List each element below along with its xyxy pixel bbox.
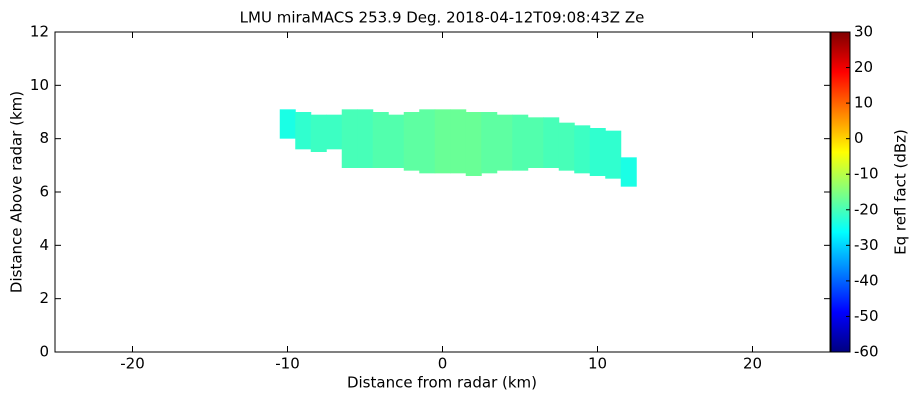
colorbar-tick-label: 10: [854, 94, 873, 112]
cell: [543, 117, 560, 168]
cell: [605, 130, 622, 179]
y-tick-label: 6: [39, 183, 49, 201]
colorbar-tick-label: -10: [854, 165, 879, 183]
chart-title: LMU miraMACS 253.9 Deg. 2018-04-12T09:08…: [240, 9, 645, 27]
cell: [295, 112, 312, 150]
cell: [620, 157, 637, 187]
colorbar-tick-label: -30: [854, 236, 879, 254]
colorbar: [830, 31, 851, 353]
cell: [465, 112, 482, 176]
cell: [481, 112, 498, 174]
cell: [403, 112, 420, 171]
colorbar-tick-label: 0: [854, 129, 864, 147]
cell: [388, 114, 405, 168]
x-tick-label: 0: [438, 355, 448, 373]
y-tick-label: 4: [39, 236, 49, 254]
plot-frame: [54, 31, 831, 353]
cell: [496, 114, 513, 171]
cell: [450, 109, 467, 174]
cell: [574, 125, 591, 174]
colorbar-label: Eq refl fact (dBz): [892, 129, 910, 255]
colorbar-tick-label: -60: [854, 343, 879, 361]
y-tick-label: 2: [39, 289, 49, 307]
y-tick-label: 0: [39, 343, 49, 361]
cell: [326, 114, 343, 150]
x-tick-label: -10: [275, 355, 300, 373]
colorbar-tick-label: -50: [854, 307, 879, 325]
cell: [357, 109, 374, 168]
y-tick-label: 8: [39, 129, 49, 147]
colorbar-tick-label: -20: [854, 200, 879, 218]
cell: [310, 114, 327, 152]
cell: [434, 109, 451, 174]
y-tick-label: 12: [30, 23, 49, 41]
colorbar-tick-label: 30: [854, 23, 873, 41]
cell: [558, 122, 575, 171]
y-axis-label: Distance Above radar (km): [8, 91, 26, 293]
x-axis-label: Distance from radar (km): [347, 374, 537, 392]
x-tick-label: -20: [120, 355, 145, 373]
cell: [372, 112, 389, 168]
cell: [279, 109, 296, 139]
x-tick-label: 10: [588, 355, 607, 373]
cell: [512, 114, 529, 171]
y-tick-label: 10: [30, 76, 49, 94]
cell: [341, 109, 358, 168]
colorbar-tick-label: 20: [854, 58, 873, 76]
cell: [419, 109, 436, 174]
colorbar-tick-label: -40: [854, 271, 879, 289]
x-tick-label: 20: [743, 355, 762, 373]
cell: [527, 117, 544, 168]
cell: [589, 128, 606, 176]
